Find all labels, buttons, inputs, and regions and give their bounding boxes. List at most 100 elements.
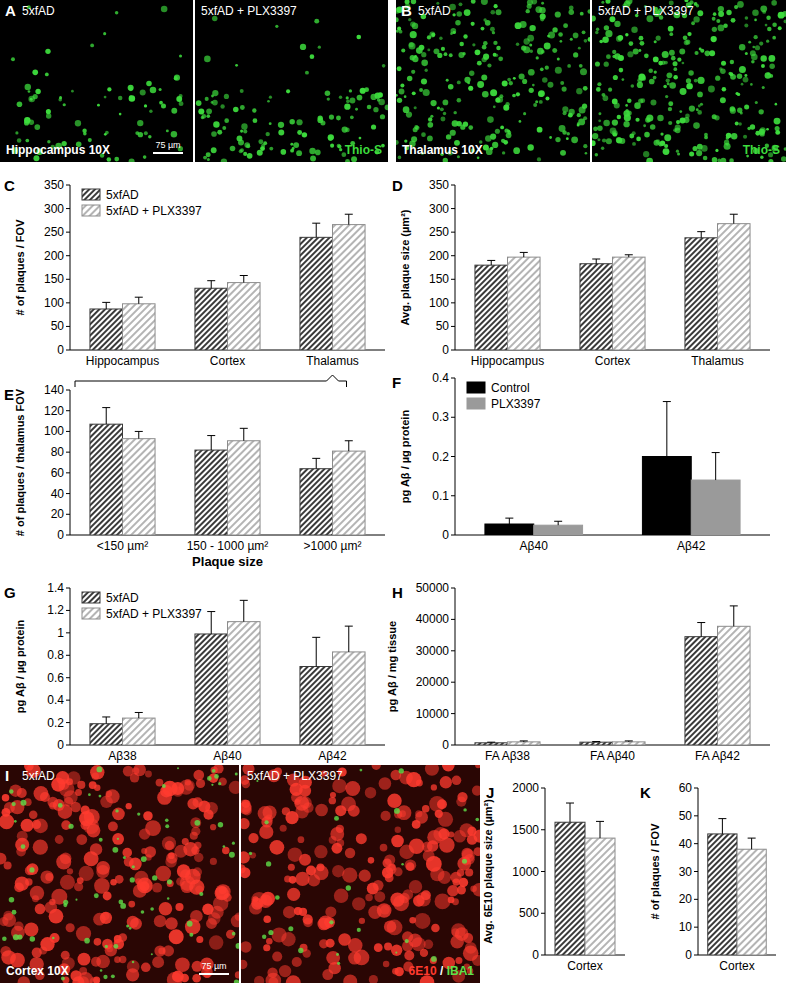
error-bar <box>240 600 248 621</box>
signal <box>537 48 544 55</box>
signal <box>420 949 428 957</box>
signal <box>448 831 454 837</box>
signal <box>472 43 475 46</box>
tick-mark <box>541 913 545 914</box>
signal <box>646 158 653 162</box>
signal <box>350 115 354 119</box>
tick-mark <box>541 788 545 789</box>
signal <box>708 85 715 92</box>
panel-letter: G <box>4 584 16 601</box>
y-axis-label: pg Aβ / µg protein <box>14 620 26 714</box>
signal <box>495 97 500 102</box>
signal <box>650 100 656 106</box>
signal <box>481 27 485 31</box>
category-label: Hippocampus <box>86 354 159 368</box>
panel-letter: F <box>392 374 401 391</box>
tick-label: 250 <box>429 225 449 239</box>
bar <box>123 304 156 350</box>
signal <box>592 140 596 146</box>
signal <box>327 97 330 100</box>
signal <box>235 971 239 978</box>
signal <box>105 945 108 948</box>
panel-letter: J <box>486 784 494 801</box>
signal <box>421 890 431 900</box>
signal <box>45 49 50 54</box>
micrograph-bg <box>0 765 239 983</box>
signal <box>171 131 177 137</box>
signal <box>595 31 598 34</box>
signal <box>616 137 622 143</box>
signal <box>113 944 118 949</box>
image-label: 5xfAD <box>418 4 451 18</box>
signal <box>126 924 129 927</box>
signal <box>222 847 229 854</box>
tick-mark <box>66 588 70 589</box>
signal <box>496 46 500 50</box>
error-bar <box>625 740 633 742</box>
signal <box>767 73 770 76</box>
tick-label: 150 <box>44 272 64 286</box>
bar <box>123 718 156 745</box>
signal <box>238 140 244 146</box>
signal <box>752 9 759 16</box>
signal <box>502 80 508 86</box>
signal <box>453 31 456 34</box>
signal <box>241 818 250 829</box>
signal <box>563 23 568 28</box>
signal <box>493 41 497 45</box>
signal <box>59 96 62 99</box>
signal <box>346 96 349 99</box>
signal <box>328 134 334 140</box>
signal <box>165 824 169 828</box>
signal <box>577 113 581 117</box>
bar <box>708 834 737 955</box>
signal <box>223 845 226 848</box>
signal <box>767 27 772 32</box>
signal <box>715 76 720 81</box>
signal <box>390 892 404 906</box>
category-label: >1000 µm² <box>304 539 362 553</box>
signal <box>424 940 434 950</box>
signal <box>458 52 464 58</box>
marks <box>708 819 767 955</box>
tick-mark <box>541 955 545 956</box>
signal <box>240 130 243 133</box>
tick-mark <box>66 208 70 209</box>
signal <box>212 90 218 96</box>
signal <box>11 926 25 940</box>
signal <box>654 140 660 146</box>
signal <box>235 64 238 67</box>
signal <box>9 897 15 903</box>
signal <box>686 83 692 89</box>
signal <box>778 26 782 30</box>
tick-label: 20000 <box>416 675 450 689</box>
signal <box>560 81 564 85</box>
signal <box>463 808 466 811</box>
signal <box>24 120 29 125</box>
signal <box>135 878 142 885</box>
marks <box>475 606 750 745</box>
signal <box>165 818 169 822</box>
error-bar <box>718 819 726 834</box>
signal <box>687 32 691 36</box>
signal <box>592 133 598 139</box>
signal <box>684 0 688 2</box>
signal <box>566 137 569 140</box>
signal <box>88 138 92 142</box>
signal <box>296 119 302 125</box>
signal <box>601 93 605 97</box>
signal <box>726 10 731 15</box>
tick-label: 40 <box>679 837 693 851</box>
signal <box>686 78 691 83</box>
signal <box>122 848 132 858</box>
micrograph-panel: B5xfADThalamus 10X5xfAD + PLX3397Thio-S <box>394 0 786 165</box>
y-axis <box>70 588 71 745</box>
bar <box>333 225 366 350</box>
signal <box>229 852 235 858</box>
signal <box>718 11 724 17</box>
region-label: Thalamus 10X <box>402 143 483 157</box>
signal <box>30 936 36 942</box>
signal <box>314 845 327 858</box>
signal <box>144 104 147 107</box>
signal <box>430 957 437 964</box>
